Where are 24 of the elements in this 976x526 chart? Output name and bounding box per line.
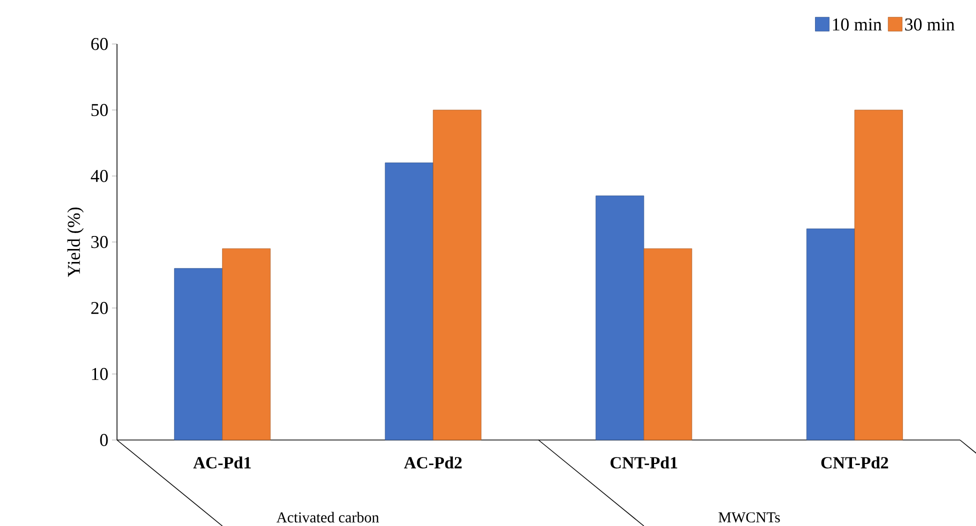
x-tick-label: AC-Pd1 (193, 456, 251, 468)
y-tick-label: 40 (90, 170, 108, 182)
bar (854, 110, 903, 440)
legend-label: 10 min (833, 18, 882, 31)
y-tick-label: 30 (91, 236, 108, 248)
y-tick-label: 20 (91, 302, 108, 314)
bar (222, 248, 271, 440)
text: MWCNTs (718, 512, 780, 522)
x-tick-label: CNT-Pd1 (610, 456, 678, 468)
y-tick-label: 10 (92, 368, 108, 380)
y-axis-title: Yield (%) (67, 208, 84, 278)
x-tick-label: CNT-Pd2 (821, 456, 888, 468)
bar (384, 162, 434, 440)
text: Activated carbon (276, 512, 379, 522)
legend-label: 30 min (905, 18, 955, 31)
y-tick-label: 0 (100, 434, 108, 446)
bar (174, 268, 223, 440)
y-tick-label: 60 (91, 38, 108, 50)
bar (806, 228, 855, 440)
bar (432, 110, 482, 440)
bar (596, 196, 644, 440)
bar (644, 248, 692, 440)
x-tick-label: AC-Pd2 (404, 456, 462, 468)
y-tick-label: 50 (92, 104, 108, 116)
